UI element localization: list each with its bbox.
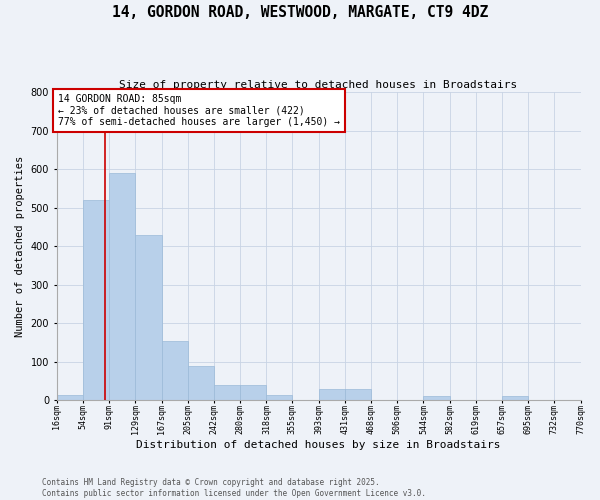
Bar: [109, 173, 135, 400]
Bar: [188, 366, 214, 400]
Text: 14, GORDON ROAD, WESTWOOD, MARGATE, CT9 4DZ: 14, GORDON ROAD, WESTWOOD, MARGATE, CT9 …: [112, 5, 488, 20]
X-axis label: Distribution of detached houses by size in Broadstairs: Distribution of detached houses by size …: [136, 440, 501, 450]
Bar: [424, 396, 450, 400]
Bar: [319, 388, 345, 400]
Bar: [266, 394, 292, 400]
Y-axis label: Number of detached properties: Number of detached properties: [15, 156, 25, 337]
Bar: [502, 396, 529, 400]
Bar: [214, 385, 240, 400]
Text: Contains HM Land Registry data © Crown copyright and database right 2025.
Contai: Contains HM Land Registry data © Crown c…: [42, 478, 426, 498]
Bar: [56, 394, 83, 400]
Title: Size of property relative to detached houses in Broadstairs: Size of property relative to detached ho…: [119, 80, 518, 90]
Bar: [240, 385, 266, 400]
Bar: [345, 388, 371, 400]
Bar: [83, 200, 109, 400]
Bar: [135, 234, 161, 400]
Text: 14 GORDON ROAD: 85sqm
← 23% of detached houses are smaller (422)
77% of semi-det: 14 GORDON ROAD: 85sqm ← 23% of detached …: [58, 94, 340, 128]
Bar: [161, 340, 188, 400]
